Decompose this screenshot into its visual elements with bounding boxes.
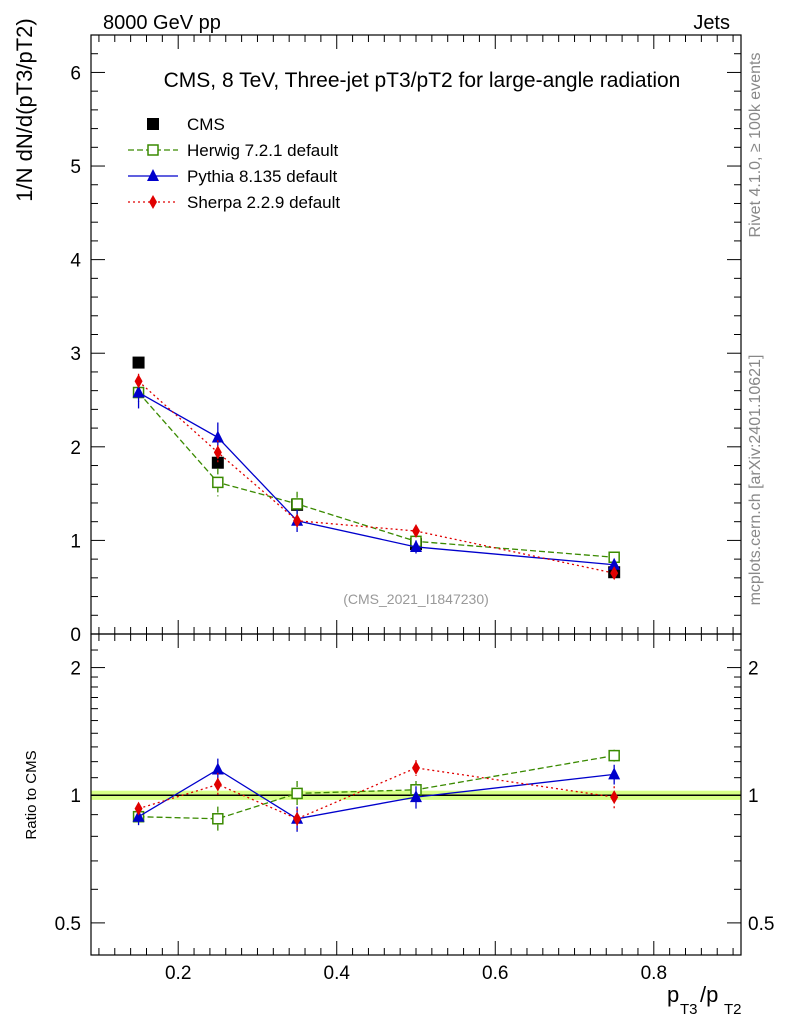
ratio-pythia-point bbox=[211, 762, 224, 775]
pythia-point bbox=[132, 385, 145, 398]
ratio-y-tick-label: 0.5 bbox=[55, 914, 81, 935]
rivet-label: Rivet 4.1.0, ≥ 100k events bbox=[747, 53, 764, 238]
ratio-pythia-point bbox=[132, 809, 145, 822]
sherpa-point bbox=[134, 374, 143, 389]
y-label-text: 1/N dN/d(pT3/pT2) bbox=[12, 18, 37, 201]
legend-marker-cms bbox=[147, 118, 159, 130]
ratio-sherpa-point bbox=[412, 760, 420, 775]
ratio-pythia-point bbox=[608, 767, 621, 780]
ratio-pythia-point bbox=[410, 790, 422, 803]
x-axis-label: p T3 /p T2 bbox=[667, 982, 742, 1018]
y-tick-label: 5 bbox=[70, 157, 81, 178]
svg-text:p: p bbox=[667, 982, 679, 1007]
herwig-point bbox=[212, 476, 224, 489]
ratio-y-tick-label-right: 0.5 bbox=[748, 914, 774, 935]
ratio-y-tick-label: 1 bbox=[70, 786, 81, 807]
ratio-y-tick-label: 2 bbox=[70, 659, 81, 680]
herwig-point bbox=[291, 498, 303, 510]
y-tick-label: 0 bbox=[70, 625, 81, 646]
y-tick-label: 1 bbox=[70, 531, 81, 552]
ratio-y-tick-label-right: 2 bbox=[748, 659, 759, 680]
legend-label-sherpa: Sherpa 2.2.9 default bbox=[187, 193, 340, 212]
ratio-panel: 0.2 0.4 0.6 0.8 0.5 0.5 1 1 2 2 bbox=[55, 633, 774, 984]
y-tick-label: 4 bbox=[70, 251, 81, 272]
header-left: 8000 GeV pp bbox=[103, 12, 221, 34]
header-right: Jets bbox=[693, 12, 730, 34]
ratio-sherpa-point bbox=[293, 811, 302, 826]
sherpa-point bbox=[610, 566, 619, 581]
pythia-point bbox=[211, 430, 224, 443]
ratio-sherpa-line bbox=[138, 767, 615, 820]
legend-marker-sherpa bbox=[149, 195, 157, 209]
svg-text:T3: T3 bbox=[680, 1001, 698, 1018]
main-panel: 0 1 2 3 4 5 6 CMS, 8 TeV, Three-jet pT3/pT2 for… bbox=[70, 34, 742, 646]
analysis-watermark: (CMS_2021_I1847230) bbox=[343, 591, 489, 607]
y-label-group: 1/N dN/d(pT3/pT2) bbox=[12, 18, 37, 201]
x-tick-label: 0.4 bbox=[324, 963, 351, 984]
ratio-sherpa-point bbox=[134, 801, 143, 816]
legend-label-cms: CMS bbox=[187, 115, 225, 134]
ratio-herwig-point bbox=[608, 749, 620, 762]
sherpa-point bbox=[412, 524, 420, 539]
pythia-point bbox=[410, 539, 422, 552]
ratio-y-tick-label-right: 1 bbox=[748, 786, 759, 807]
ratio-herwig-point bbox=[212, 813, 224, 825]
ratio-herwig-point bbox=[291, 787, 303, 800]
y-tick-label: 3 bbox=[70, 344, 81, 365]
y-tick-label: 2 bbox=[70, 438, 81, 459]
cms-point bbox=[132, 356, 145, 369]
legend-label-pythia: Pythia 8.135 default bbox=[187, 167, 338, 186]
svg-text:T2: T2 bbox=[724, 1001, 742, 1018]
legend-marker-pythia bbox=[147, 169, 159, 181]
x-tick-label: 0.8 bbox=[641, 963, 667, 984]
sherpa-point bbox=[213, 445, 222, 460]
main-y-axis-label: 1/N dN/d(pT3/pT2) bbox=[12, 18, 37, 201]
x-tick-label: 0.6 bbox=[482, 963, 508, 984]
pythia-point bbox=[608, 557, 621, 570]
legend-label-herwig: Herwig 7.2.1 default bbox=[187, 141, 338, 160]
legend-marker-herwig bbox=[147, 144, 159, 156]
svg-text:/p: /p bbox=[700, 982, 718, 1007]
sherpa-line bbox=[138, 380, 615, 574]
sherpa-point bbox=[293, 513, 302, 528]
ratio-sherpa-point bbox=[213, 777, 222, 792]
cms-point bbox=[211, 456, 224, 469]
herwig-line bbox=[138, 392, 615, 558]
mcplots-label: mcplots.cern.ch [arXiv:2401.10621] bbox=[747, 355, 764, 606]
y-tick-label: 6 bbox=[70, 63, 81, 84]
x-tick-label: 0.2 bbox=[165, 963, 191, 984]
pythia-line bbox=[138, 391, 615, 566]
chart-title: CMS, 8 TeV, Three-jet pT3/pT2 for large-… bbox=[164, 69, 681, 92]
ratio-y-axis-label: Ratio to CMS bbox=[23, 750, 40, 839]
ratio-sherpa-point bbox=[610, 790, 619, 805]
